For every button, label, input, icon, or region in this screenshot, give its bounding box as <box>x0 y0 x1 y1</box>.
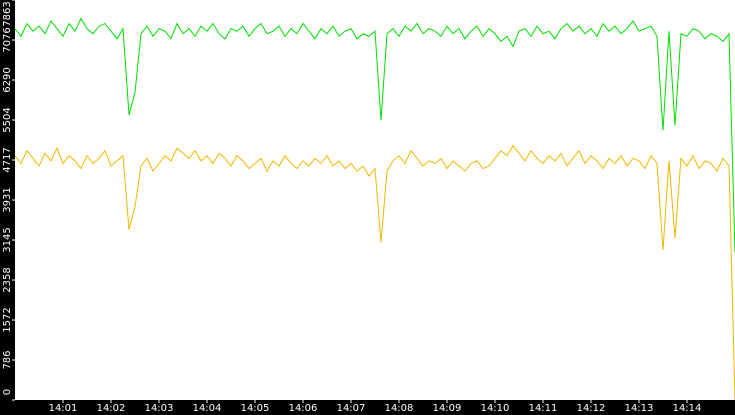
x-tick-label: 14:07 <box>337 403 366 414</box>
x-tick-label: 14:02 <box>97 403 126 414</box>
x-tick-label: 14:11 <box>529 403 558 414</box>
y-tick-label: 7863 <box>2 1 13 26</box>
x-tick-label: 14:05 <box>241 403 270 414</box>
y-tick-label: 7076 <box>2 27 13 52</box>
x-axis-strip <box>0 400 735 415</box>
x-tick-label: 14:14 <box>673 403 702 414</box>
x-tick-label: 14:01 <box>49 403 78 414</box>
x-tick-label: 14:08 <box>385 403 414 414</box>
line-series <box>14 144 735 401</box>
y-tick-label: 4717 <box>2 147 13 172</box>
x-tick-label: 14:13 <box>625 403 654 414</box>
x-tick-label: 14:12 <box>577 403 606 414</box>
y-tick-label: 5504 <box>2 107 13 132</box>
y-axis-strip <box>0 0 15 415</box>
y-tick-label: 2358 <box>2 267 13 292</box>
y-tick-label: 1572 <box>2 307 13 332</box>
line-series <box>14 17 735 253</box>
x-tick-label: 14:03 <box>145 403 174 414</box>
x-tick-label: 14:10 <box>481 403 510 414</box>
y-tick-label: 3145 <box>2 227 13 252</box>
x-tick-label: 14:09 <box>433 403 462 414</box>
y-tick-label: 3931 <box>2 187 13 212</box>
y-tick-label: 786 <box>2 350 13 369</box>
y-tick-label: 0 <box>2 389 13 395</box>
y-tick-label: 6290 <box>2 67 13 92</box>
x-tick-label: 14:06 <box>289 403 318 414</box>
x-tick-label: 14:04 <box>193 403 222 414</box>
